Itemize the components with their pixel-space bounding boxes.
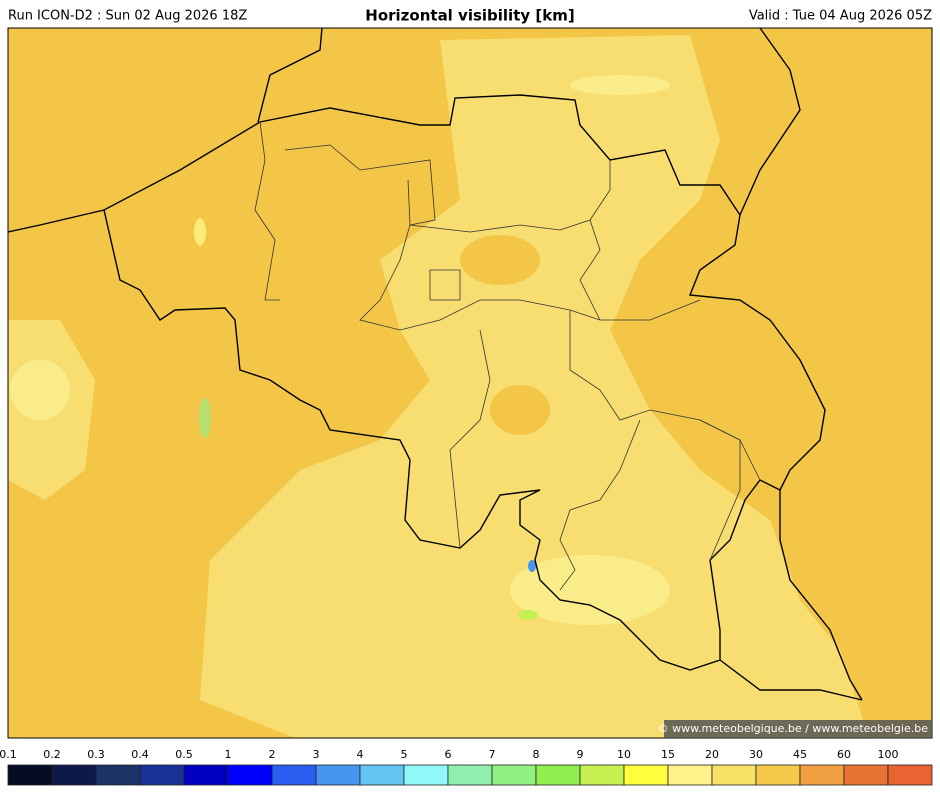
colorbar-label: 45 xyxy=(793,748,807,761)
color-swatch xyxy=(843,764,889,786)
colorbar-label: 0.1 xyxy=(0,748,17,761)
colorbar-label: 30 xyxy=(749,748,763,761)
colorbar-label: 15 xyxy=(661,748,675,761)
color-swatch xyxy=(359,764,405,786)
colorbar: 0.1 0.2 0.3 0.4 0.5 1 2 3 4 5 6 7 8 9 10 15 20 30 45 60 100 xyxy=(0,748,933,786)
color-swatch xyxy=(51,764,97,786)
colorbar-label: 8 xyxy=(533,748,540,761)
colorbar-label: 60 xyxy=(837,748,851,761)
colorbar-label: 7 xyxy=(489,748,496,761)
colorbar-label: 0.5 xyxy=(175,748,193,761)
color-swatch xyxy=(139,764,185,786)
color-swatch xyxy=(227,764,273,786)
color-swatch xyxy=(711,764,757,786)
copyright: © www.meteobelgique.be / www.meteobelgie… xyxy=(658,722,929,735)
color-swatch xyxy=(667,764,713,786)
color-swatch xyxy=(315,764,361,786)
colorbar-label: 5 xyxy=(401,748,408,761)
colorbar-label: 6 xyxy=(445,748,452,761)
color-swatch xyxy=(7,764,53,786)
colorbar-label: 3 xyxy=(313,748,320,761)
color-swatch xyxy=(447,764,493,786)
color-swatch xyxy=(271,764,317,786)
colorbar-label: 0.4 xyxy=(131,748,149,761)
colorbar-label: 10 xyxy=(617,748,631,761)
map: © www.meteobelgique.be / www.meteobelgie… xyxy=(7,27,933,739)
color-swatch xyxy=(183,764,229,786)
color-swatch xyxy=(579,764,625,786)
valid-info: Valid : Tue 04 Aug 2026 05Z xyxy=(749,9,932,24)
color-swatch xyxy=(95,764,141,786)
color-swatch xyxy=(623,764,669,786)
color-swatch xyxy=(535,764,581,786)
colorbar-label: 0.3 xyxy=(87,748,105,761)
run-info: Run ICON-D2 : Sun 02 Aug 2026 18Z xyxy=(8,9,247,24)
map-title: Horizontal visibility [km] xyxy=(365,7,574,25)
colorbar-label: 2 xyxy=(269,748,276,761)
color-swatch xyxy=(799,764,845,786)
color-swatch xyxy=(491,764,537,786)
color-swatch xyxy=(887,764,933,786)
colorbar-label: 0.2 xyxy=(43,748,61,761)
colorbar-label: 100 xyxy=(878,748,899,761)
colorbar-label: 9 xyxy=(577,748,584,761)
color-swatch xyxy=(755,764,801,786)
colorbar-label: 20 xyxy=(705,748,719,761)
colorbar-label: 1 xyxy=(225,748,232,761)
color-swatch xyxy=(403,764,449,786)
colorbar-label: 4 xyxy=(357,748,364,761)
